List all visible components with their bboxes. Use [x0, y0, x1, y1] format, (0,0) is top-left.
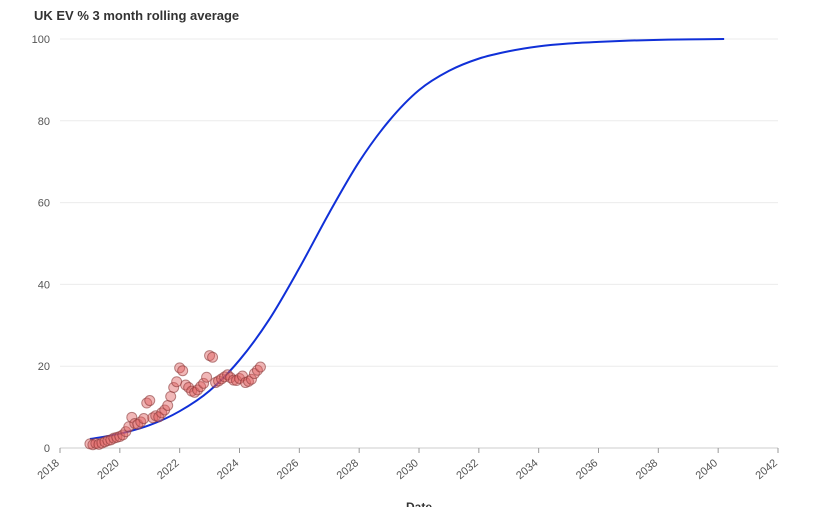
data-point: [207, 351, 219, 363]
x-tick-label: 2032: [454, 457, 480, 482]
y-tick-label: 60: [38, 198, 50, 210]
data-point: [135, 416, 147, 428]
x-tick-label: 2042: [753, 457, 779, 482]
x-axis-title: Date: [406, 500, 432, 507]
data-point: [198, 377, 210, 389]
y-tick-label: 20: [38, 361, 50, 373]
x-tick-label: 2038: [634, 457, 660, 482]
y-tick-label: 40: [38, 279, 50, 291]
x-tick-label: 2018: [35, 457, 61, 482]
data-point: [162, 399, 174, 411]
x-tick-label: 2028: [335, 457, 361, 482]
x-tick-label: 2022: [155, 457, 181, 482]
y-tick-label: 80: [38, 116, 50, 128]
data-point: [195, 381, 207, 393]
data-point: [245, 373, 257, 385]
data-point: [177, 365, 189, 377]
x-tick-label: 2040: [694, 457, 720, 482]
data-point: [168, 381, 180, 393]
data-point: [201, 371, 213, 383]
x-tick-label: 2020: [95, 457, 121, 482]
data-point: [138, 413, 150, 425]
fitted-curve: [89, 38, 725, 440]
x-tick-label: 2030: [394, 457, 420, 482]
x-tick-label: 2024: [215, 457, 241, 482]
x-tick-label: 2036: [574, 457, 600, 482]
data-point: [126, 411, 138, 423]
y-tick-label: 100: [32, 34, 50, 46]
y-tick-label: 0: [44, 443, 50, 455]
data-point: [165, 390, 177, 402]
chart-title: UK EV % 3 month rolling average: [34, 8, 240, 23]
data-point: [254, 361, 266, 373]
x-tick-label: 2034: [514, 457, 540, 482]
data-point: [117, 429, 129, 441]
x-tick-label: 2026: [275, 457, 301, 482]
data-point: [144, 395, 156, 407]
data-point: [251, 364, 263, 376]
